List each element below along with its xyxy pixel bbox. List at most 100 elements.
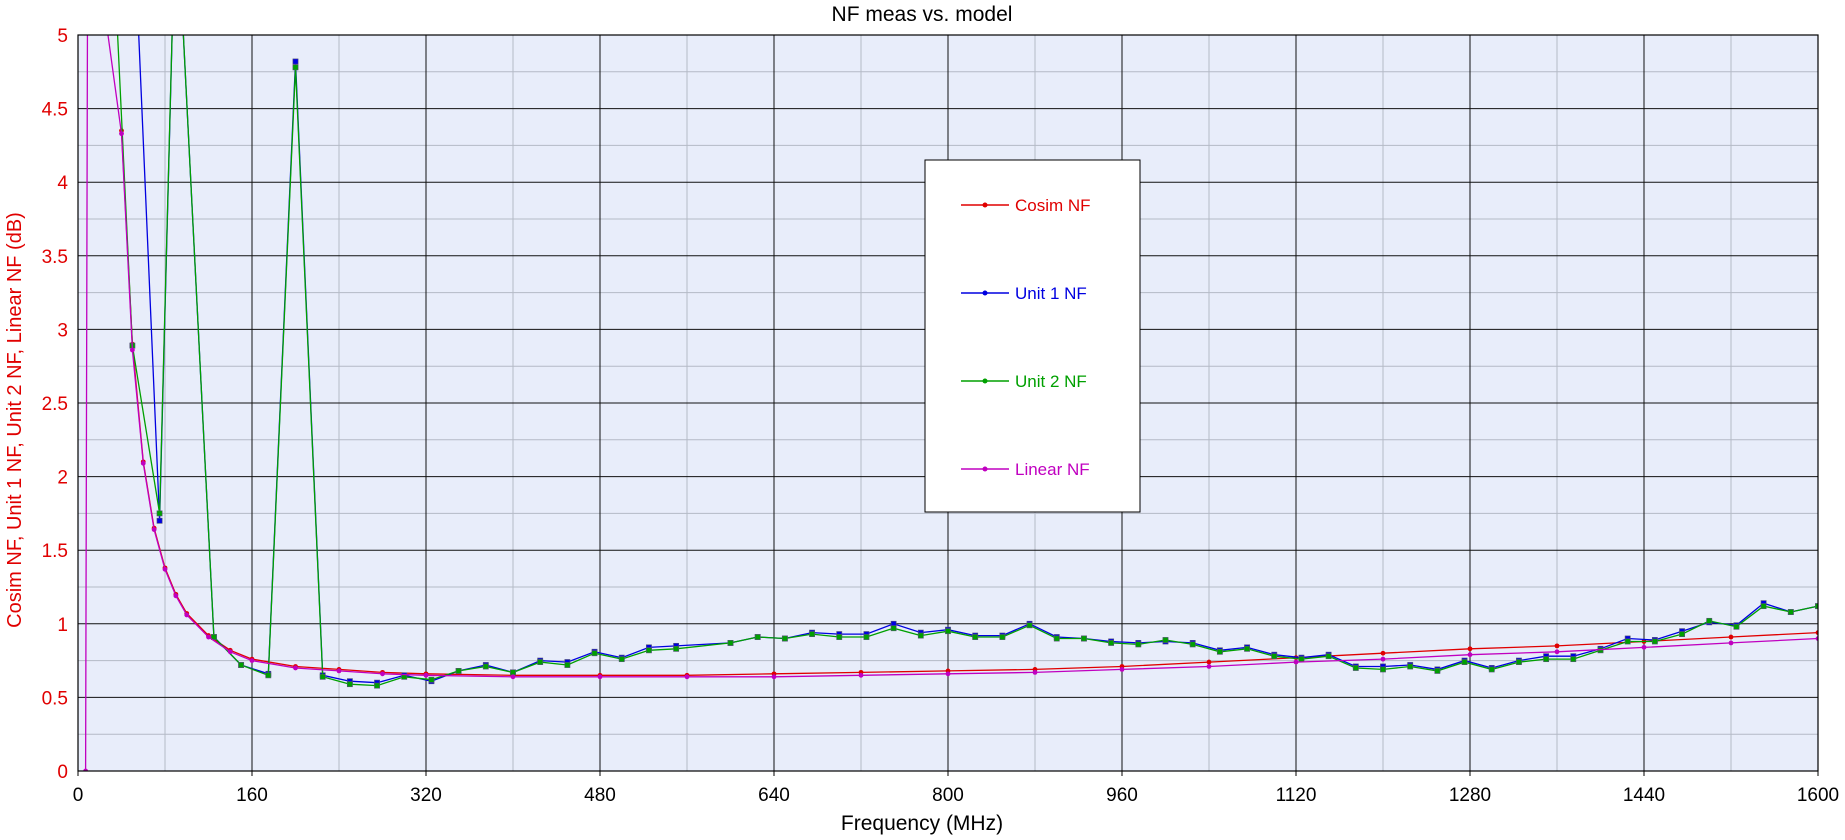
data-point-linear-nf (1554, 649, 1560, 655)
data-point-unit-2-nf (482, 663, 489, 670)
x-tick-label: 960 (1106, 785, 1138, 806)
data-point-unit-2-nf (1325, 653, 1332, 660)
data-point-cosim-nf (1467, 646, 1473, 652)
data-point-linear-nf (684, 674, 690, 680)
data-point-unit-2-nf (727, 640, 734, 646)
data-point-unit-2-nf (564, 662, 571, 668)
legend-marker-cosim-nf (982, 202, 988, 208)
data-point-unit-2-nf (1380, 666, 1386, 673)
data-point-linear-nf (336, 668, 342, 674)
data-point-unit-2-nf (754, 634, 761, 640)
data-point-unit-2-nf (1570, 656, 1577, 663)
data-point-linear-nf (510, 674, 516, 680)
data-point-linear-nf (597, 674, 603, 680)
data-point-unit-2-nf (1053, 635, 1060, 642)
data-point-unit-2-nf (211, 634, 217, 640)
data-point-linear-nf (227, 649, 233, 655)
data-point-cosim-nf (1206, 659, 1212, 665)
x-axis-label: Frequency (MHz) (841, 812, 1003, 835)
data-point-unit-2-nf (945, 628, 951, 635)
data-point-unit-2-nf (1516, 659, 1522, 665)
data-point-linear-nf (1032, 669, 1038, 675)
data-point-unit-1-nf (292, 58, 299, 65)
data-point-unit-2-nf (1651, 638, 1658, 645)
data-point-linear-nf (1206, 664, 1212, 669)
data-point-unit-2-nf (1815, 603, 1818, 610)
data-point-linear-nf (858, 672, 864, 678)
data-point-cosim-nf (1380, 650, 1386, 656)
data-point-unit-2-nf (890, 625, 897, 632)
data-point-unit-2-nf (1488, 666, 1495, 673)
data-point-unit-2-nf (1679, 631, 1685, 638)
data-point-unit-2-nf (1352, 665, 1359, 671)
chart-title: NF meas vs. model (832, 3, 1013, 26)
data-point-unit-2-nf (618, 656, 625, 663)
data-point-unit-2-nf (428, 676, 435, 683)
data-point-unit-2-nf (455, 668, 462, 674)
x-tick-label: 1120 (1276, 785, 1317, 806)
data-point-unit-2-nf (1244, 645, 1250, 652)
legend-label-unit-2-nf: Unit 2 NF (1015, 372, 1087, 391)
data-point-unit-2-nf (1407, 663, 1414, 670)
data-point-unit-2-nf (510, 669, 516, 676)
legend-label-cosim-nf: Cosim NF (1015, 196, 1091, 215)
y-tick-label: 1 (57, 615, 68, 636)
data-point-unit-2-nf (917, 632, 924, 639)
data-point-unit-2-nf (1216, 648, 1223, 655)
y-tick-label: 5 (57, 26, 68, 47)
data-point-unit-2-nf (346, 681, 353, 688)
legend-label-linear-nf: Linear NF (1015, 460, 1090, 479)
data-point-cosim-nf (1728, 634, 1734, 640)
data-point-unit-2-nf (1461, 659, 1468, 665)
data-point-unit-2-nf (238, 662, 245, 668)
data-point-unit-2-nf (1135, 641, 1142, 648)
data-point-linear-nf (184, 612, 190, 618)
y-tick-label: 0.5 (42, 688, 68, 709)
data-point-unit-2-nf (292, 64, 299, 71)
x-tick-label: 640 (758, 785, 790, 806)
data-point-linear-nf (151, 527, 157, 532)
data-point-linear-nf (1293, 659, 1299, 665)
y-axis-label: Cosim NF, Unit 1 NF, Unit 2 NF, Linear N… (4, 212, 26, 628)
data-point-linear-nf (173, 593, 179, 599)
data-point-linear-nf (1119, 667, 1125, 672)
legend-label-unit-1-nf: Unit 1 NF (1015, 284, 1087, 303)
data-point-unit-2-nf (1298, 656, 1305, 663)
data-point-linear-nf (771, 674, 777, 680)
data-point-unit-2-nf (1189, 641, 1196, 648)
x-tick-label: 320 (410, 785, 442, 806)
data-point-unit-2-nf (374, 682, 380, 689)
data-point-linear-nf (293, 665, 298, 671)
y-tick-label: 3.5 (42, 247, 68, 268)
data-point-linear-nf (140, 460, 146, 466)
data-point-unit-2-nf (156, 510, 163, 517)
x-tick-label: 1440 (1623, 785, 1665, 806)
data-point-unit-2-nf (972, 634, 979, 640)
y-tick-label: 3 (57, 320, 68, 341)
series-line-unit-1-nf (138, 35, 1818, 684)
data-point-unit-2-nf (1271, 653, 1278, 660)
data-point-unit-2-nf (781, 635, 788, 642)
data-point-unit-2-nf (836, 634, 843, 640)
x-tick-label: 1600 (1797, 785, 1839, 806)
y-tick-label: 2 (57, 468, 68, 489)
data-point-linear-nf (1641, 644, 1647, 650)
data-point-linear-nf (249, 658, 255, 663)
data-point-unit-2-nf (265, 672, 272, 679)
data-point-unit-2-nf (863, 634, 870, 640)
data-point-linear-nf (1728, 640, 1734, 646)
data-point-unit-2-nf (999, 634, 1006, 640)
data-point-linear-nf (1380, 656, 1386, 662)
data-point-unit-2-nf (537, 659, 544, 665)
x-tick-label: 1280 (1449, 785, 1491, 806)
legend-marker-unit-1-nf (982, 290, 988, 296)
y-tick-label: 1.5 (42, 541, 68, 562)
data-point-unit-2-nf (1543, 656, 1550, 663)
data-point-linear-nf (206, 634, 211, 640)
data-point-unit-2-nf (646, 647, 652, 654)
legend-box (924, 159, 1141, 513)
data-point-unit-2-nf (1434, 668, 1441, 674)
x-tick-label: 480 (584, 785, 616, 806)
y-tick-label: 2.5 (42, 394, 68, 415)
